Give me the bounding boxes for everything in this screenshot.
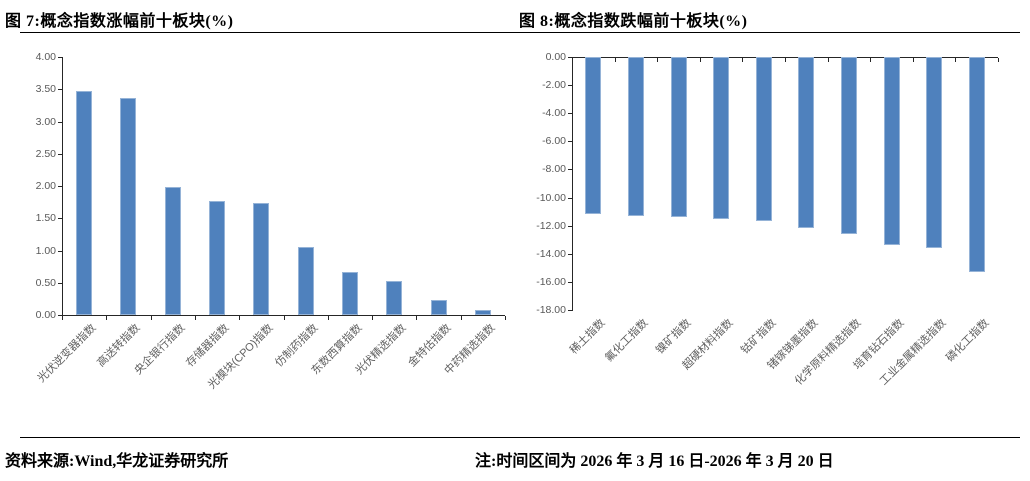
y-tick-label: 0.50: [35, 277, 56, 289]
bar: [120, 98, 136, 315]
bar: [209, 201, 225, 315]
bar: [756, 57, 772, 221]
category-tick-mark: [955, 58, 956, 62]
figure-7-title: 图 7:概念指数涨幅前十板块(%): [5, 13, 234, 30]
y-tick-label: 0.00: [545, 51, 566, 63]
category-tick-mark: [461, 316, 462, 320]
y-tick-mark: [58, 283, 62, 284]
x-axis: [62, 315, 505, 316]
y-tick-mark: [568, 169, 572, 170]
category-tick-mark: [785, 58, 786, 62]
category-tick-mark: [195, 316, 196, 320]
bar: [671, 57, 687, 217]
source-note: 资料来源:Wind,华龙证券研究所: [5, 453, 229, 470]
bar: [253, 203, 269, 315]
y-tick-mark: [58, 122, 62, 123]
category-tick-mark: [998, 58, 999, 62]
category-tick-mark: [700, 58, 701, 62]
y-tick-mark: [58, 186, 62, 187]
y-tick-mark: [568, 226, 572, 227]
category-label: 中药精选指数: [442, 322, 498, 378]
y-tick-mark: [568, 113, 572, 114]
title-rule: [20, 32, 1020, 33]
bar: [713, 57, 729, 219]
bar: [926, 57, 942, 248]
category-tick-mark: [828, 58, 829, 62]
bar: [342, 272, 358, 315]
category-tick-mark: [657, 58, 658, 62]
y-tick-mark: [58, 251, 62, 252]
category-tick-mark: [416, 316, 417, 320]
category-tick-mark: [284, 316, 285, 320]
y-tick-label: -12.00: [536, 220, 566, 232]
y-tick-label: -18.00: [536, 304, 566, 316]
category-label: 光伏精选指数: [353, 322, 409, 378]
y-tick-label: 1.00: [35, 245, 56, 257]
y-tick-mark: [58, 57, 62, 58]
category-tick-mark: [106, 316, 107, 320]
y-tick-label: -4.00: [542, 107, 566, 119]
category-label: 金特估指数: [406, 322, 454, 370]
y-tick-label: 2.00: [35, 180, 56, 192]
y-tick-label: -10.00: [536, 192, 566, 204]
y-tick-label: 3.00: [35, 116, 56, 128]
y-tick-label: 2.50: [35, 148, 56, 160]
bar: [76, 91, 92, 315]
category-tick-mark: [239, 316, 240, 320]
bar: [798, 57, 814, 228]
y-tick-mark: [568, 141, 572, 142]
y-tick-mark: [568, 198, 572, 199]
y-tick-mark: [58, 154, 62, 155]
y-tick-mark: [568, 85, 572, 86]
y-tick-mark: [568, 57, 572, 58]
bar: [628, 57, 644, 216]
x-axis: [572, 57, 998, 58]
y-tick-label: -16.00: [536, 276, 566, 288]
bar: [969, 57, 985, 272]
category-tick-mark: [572, 58, 573, 62]
y-tick-mark: [568, 254, 572, 255]
y-tick-label: -8.00: [542, 163, 566, 175]
category-label: 磷化工指数: [944, 317, 992, 365]
category-tick-mark: [372, 316, 373, 320]
y-tick-label: -14.00: [536, 248, 566, 260]
bar: [298, 247, 314, 315]
footer-rule: [20, 437, 1020, 438]
y-axis: [62, 57, 63, 316]
y-tick-label: 3.50: [35, 83, 56, 95]
figure-8-title: 图 8:概念指数跌幅前十板块(%): [519, 13, 748, 30]
y-tick-mark: [58, 89, 62, 90]
category-tick-mark: [870, 58, 871, 62]
bar: [585, 57, 601, 214]
category-tick-mark: [505, 316, 506, 320]
bar: [475, 310, 491, 315]
category-tick-mark: [62, 316, 63, 320]
bar: [841, 57, 857, 234]
category-tick-mark: [151, 316, 152, 320]
category-tick-mark: [615, 58, 616, 62]
y-axis: [572, 57, 573, 311]
bar: [884, 57, 900, 245]
y-tick-label: -6.00: [542, 135, 566, 147]
bar: [165, 187, 181, 315]
y-tick-mark: [58, 315, 62, 316]
bar: [431, 300, 447, 315]
category-tick-mark: [742, 58, 743, 62]
y-tick-label: 1.50: [35, 212, 56, 224]
category-tick-mark: [328, 316, 329, 320]
y-tick-mark: [568, 282, 572, 283]
category-tick-mark: [913, 58, 914, 62]
time-note: 注:时间区间为 2026 年 3 月 16 日-2026 年 3 月 20 日: [475, 453, 834, 470]
y-tick-mark: [568, 310, 572, 311]
bar: [386, 281, 402, 315]
y-tick-mark: [58, 218, 62, 219]
y-tick-label: 4.00: [35, 51, 56, 63]
y-tick-label: -2.00: [542, 79, 566, 91]
y-tick-label: 0.00: [35, 309, 56, 321]
